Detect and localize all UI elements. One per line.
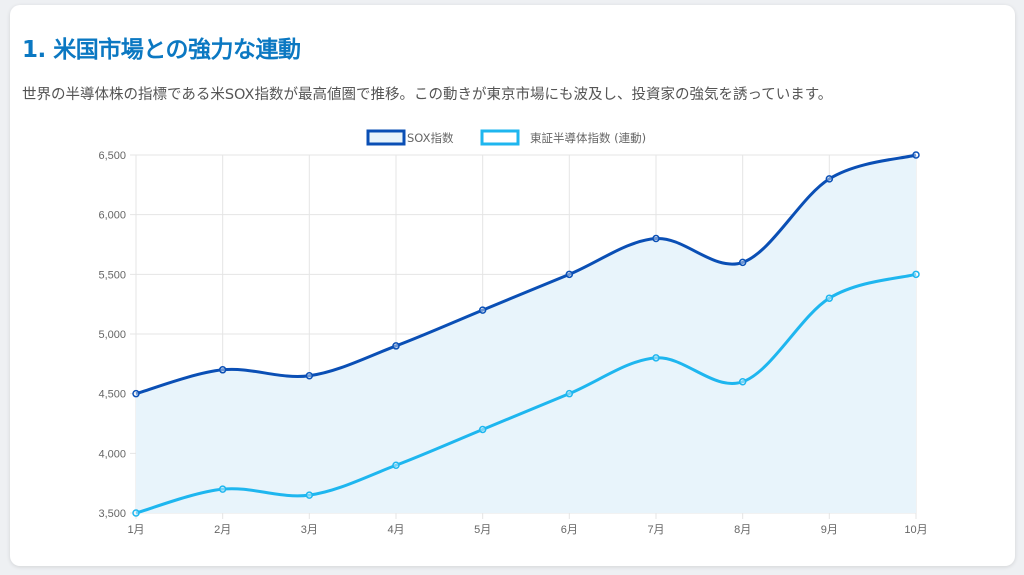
data-point <box>738 258 747 267</box>
data-point <box>825 294 834 302</box>
page-description: 世界の半導体株の指標である米SOX指数が最高値圏で推移。この動きが東京市場にも波… <box>22 87 833 103</box>
data-point <box>825 175 834 183</box>
data-point <box>132 509 140 517</box>
data-point <box>478 425 487 434</box>
sox-area-fill <box>136 155 916 513</box>
page-title: 1. 米国市場との強力な連動 <box>22 37 301 63</box>
data-point <box>392 342 400 350</box>
y-tick-label: 5,000 <box>98 329 126 341</box>
x-tick-label: 9月 <box>821 524 838 536</box>
data-point <box>392 461 400 470</box>
data-point <box>305 491 314 499</box>
x-tick-label: 5月 <box>474 524 491 536</box>
y-tick-label: 6,000 <box>98 210 126 222</box>
data-point <box>912 151 920 159</box>
data-point <box>652 234 660 243</box>
x-tick-label: 8月 <box>734 524 751 536</box>
series-line-tse <box>135 272 917 515</box>
data-point <box>132 389 140 398</box>
data-point <box>565 389 574 398</box>
data-point <box>218 485 227 493</box>
data-point <box>912 270 920 279</box>
y-tick-label: 5,500 <box>98 269 126 281</box>
y-tick-label: 3,500 <box>98 508 126 520</box>
data-point <box>738 377 747 386</box>
data-point <box>305 372 314 380</box>
x-tick-label: 4月 <box>387 524 404 536</box>
data-point <box>218 366 227 374</box>
y-tick-label: 6,500 <box>98 150 126 162</box>
y-tick-label: 4,000 <box>98 448 126 460</box>
series-line-sox <box>135 153 917 396</box>
legend-swatch <box>480 129 520 146</box>
x-tick-label: 6月 <box>561 524 578 536</box>
legend-label: 東証半導体指数 (連動) <box>530 131 646 145</box>
data-point <box>652 354 660 362</box>
x-tick-label: 1月 <box>127 524 144 536</box>
data-point <box>478 306 487 314</box>
x-tick-label: 10月 <box>904 524 927 536</box>
data-point <box>565 270 574 279</box>
y-tick-label: 4,500 <box>98 389 126 401</box>
x-tick-label: 2月 <box>214 524 231 536</box>
x-tick-label: 7月 <box>647 524 664 536</box>
x-tick-label: 3月 <box>301 524 318 536</box>
legend-label: SOX指数 <box>407 131 454 145</box>
legend-swatch <box>366 129 406 146</box>
